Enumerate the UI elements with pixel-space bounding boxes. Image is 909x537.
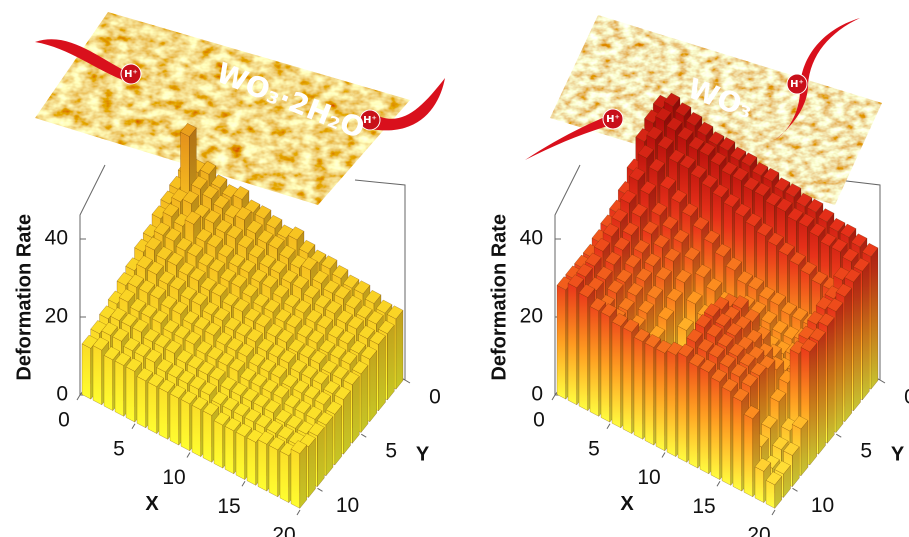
figure: H⁺ H⁺ WO₃·2H₂O H⁺ H⁺ WO₃ 020400510152005…	[0, 0, 909, 537]
